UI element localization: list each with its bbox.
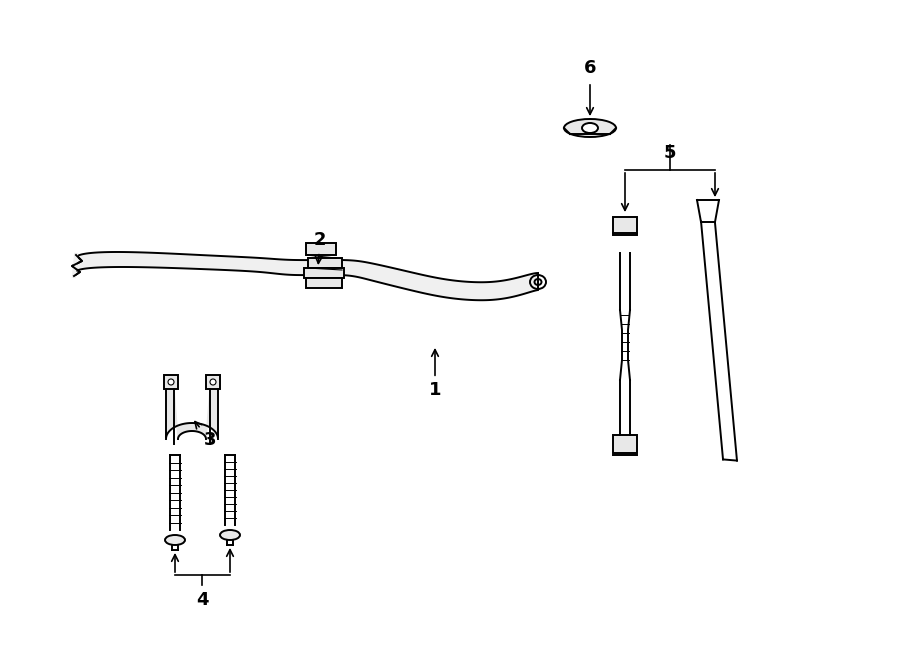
- Ellipse shape: [220, 530, 240, 540]
- Bar: [613, 217, 637, 235]
- Ellipse shape: [564, 119, 616, 137]
- Text: 2: 2: [314, 231, 326, 263]
- Circle shape: [210, 379, 216, 385]
- Polygon shape: [75, 252, 538, 300]
- Text: 5: 5: [664, 144, 676, 162]
- Text: 6: 6: [584, 59, 596, 77]
- Bar: [206, 375, 220, 389]
- Ellipse shape: [165, 535, 185, 545]
- Ellipse shape: [582, 123, 598, 133]
- Text: 4: 4: [196, 591, 208, 609]
- Bar: [306, 278, 342, 288]
- Bar: [304, 268, 344, 278]
- Bar: [306, 243, 336, 255]
- Bar: [613, 435, 637, 453]
- Text: 1: 1: [428, 350, 441, 399]
- Bar: [308, 258, 342, 268]
- Bar: [164, 375, 178, 389]
- Polygon shape: [166, 389, 218, 439]
- Circle shape: [168, 379, 174, 385]
- Text: 3: 3: [195, 422, 216, 449]
